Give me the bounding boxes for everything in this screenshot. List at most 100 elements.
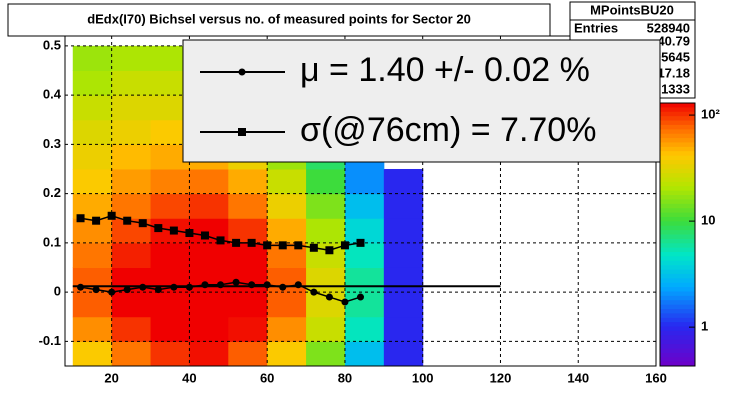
colorbar-cell xyxy=(660,256,695,262)
colorbar-cell xyxy=(660,107,695,113)
heat-cell xyxy=(72,119,113,145)
colorbar-cell xyxy=(660,133,695,139)
heat-cell xyxy=(150,292,190,318)
heat-cell xyxy=(267,341,307,367)
colorbar-cell xyxy=(660,221,695,227)
chart-title: dEdx(I70) Bichsel versus no. of measured… xyxy=(87,11,471,26)
colorbar-cell xyxy=(660,151,695,157)
heat-cell xyxy=(189,242,229,268)
heat-cell xyxy=(344,316,385,342)
marker xyxy=(185,283,193,291)
colorbar-cell xyxy=(660,260,695,266)
colorbar-cell xyxy=(660,142,695,148)
heat-cell xyxy=(72,292,113,318)
colorbar-tick-label: 10² xyxy=(701,107,720,122)
colorbar-cell xyxy=(660,230,695,235)
colorbar-cell xyxy=(660,357,695,363)
legend-label: μ = 1.40 +/- 0.02 % xyxy=(300,51,590,89)
heat-cell xyxy=(189,168,229,195)
colorbar-cell xyxy=(660,269,695,275)
heat-cell xyxy=(72,70,113,96)
marker xyxy=(278,241,287,250)
heat-cell xyxy=(72,341,113,367)
marker xyxy=(248,281,256,289)
marker xyxy=(238,68,246,76)
marker xyxy=(154,224,163,233)
colorbar-frame xyxy=(659,102,696,367)
marker xyxy=(247,238,256,247)
stats-value: 17.18 xyxy=(657,65,690,80)
heat-cell xyxy=(111,168,152,195)
legend-box xyxy=(182,39,661,163)
colorbar-cell xyxy=(660,265,695,271)
colorbar-cell xyxy=(660,124,695,130)
stats-title: MPointsBU20 xyxy=(590,2,674,17)
heat-cell xyxy=(189,341,229,367)
heat-cell xyxy=(150,316,190,342)
heat-cell xyxy=(306,168,346,195)
heat-cell xyxy=(344,218,385,244)
heat-cell xyxy=(111,70,152,96)
marker xyxy=(200,231,209,240)
colorbar-cell xyxy=(660,304,695,310)
heat-cell xyxy=(383,218,424,244)
heat-cell xyxy=(150,242,190,268)
heat-cell xyxy=(189,316,229,342)
colorbar-cell xyxy=(660,247,695,253)
heat-cell xyxy=(111,193,152,219)
heat-cell xyxy=(344,193,385,219)
marker xyxy=(107,211,116,220)
marker xyxy=(232,238,241,247)
heat-cell xyxy=(72,45,113,71)
marker xyxy=(139,283,147,291)
colorbar-cell xyxy=(660,278,695,284)
colorbar-tick-label: 10 xyxy=(701,213,715,228)
heat-cell xyxy=(306,341,346,367)
marker xyxy=(310,288,318,296)
heat-cell xyxy=(344,168,385,195)
heat-cell xyxy=(267,168,307,195)
colorbar-cell xyxy=(660,186,695,192)
stats-value: 528940 xyxy=(647,20,690,35)
colorbar-cell xyxy=(660,203,695,209)
marker xyxy=(77,283,85,291)
marker xyxy=(356,238,365,247)
heat-cell xyxy=(150,193,190,219)
heat-cell xyxy=(267,193,307,219)
y-tick-label: 0.5 xyxy=(43,37,61,52)
heat-cell xyxy=(306,267,346,293)
colorbar-cell xyxy=(660,177,695,183)
heat-cell xyxy=(267,218,307,244)
x-tick-label: 20 xyxy=(104,370,118,385)
marker xyxy=(170,283,178,291)
colorbar-cell xyxy=(660,216,695,222)
heat-cell xyxy=(228,341,268,367)
colorbar-cell xyxy=(660,120,695,126)
x-tick-label: 100 xyxy=(412,370,434,385)
colorbar-cell xyxy=(660,344,695,349)
colorbar-tick-label: 1 xyxy=(701,319,708,334)
colorbar-cell xyxy=(660,116,695,122)
colorbar-cell xyxy=(660,243,695,249)
marker xyxy=(294,281,302,289)
heat-cell xyxy=(383,341,424,367)
heat-cell xyxy=(228,242,268,268)
heat-cell xyxy=(383,193,424,219)
marker xyxy=(201,281,209,289)
colorbar-cell xyxy=(660,159,695,165)
colorbar-cell xyxy=(660,225,695,231)
marker xyxy=(341,298,349,306)
heat-cell xyxy=(228,193,268,219)
colorbar-cell xyxy=(660,212,695,218)
colorbar-cell xyxy=(660,330,695,336)
x-tick-label: 140 xyxy=(567,370,589,385)
marker xyxy=(294,241,303,250)
colorbar-cell xyxy=(660,168,695,174)
marker xyxy=(238,128,246,136)
heat-cell xyxy=(111,242,152,268)
heat-cell xyxy=(383,292,424,318)
marker xyxy=(279,283,287,291)
colorbar-cell xyxy=(660,195,695,200)
heat-cell xyxy=(228,168,268,195)
y-tick-label: 0.1 xyxy=(43,234,61,249)
